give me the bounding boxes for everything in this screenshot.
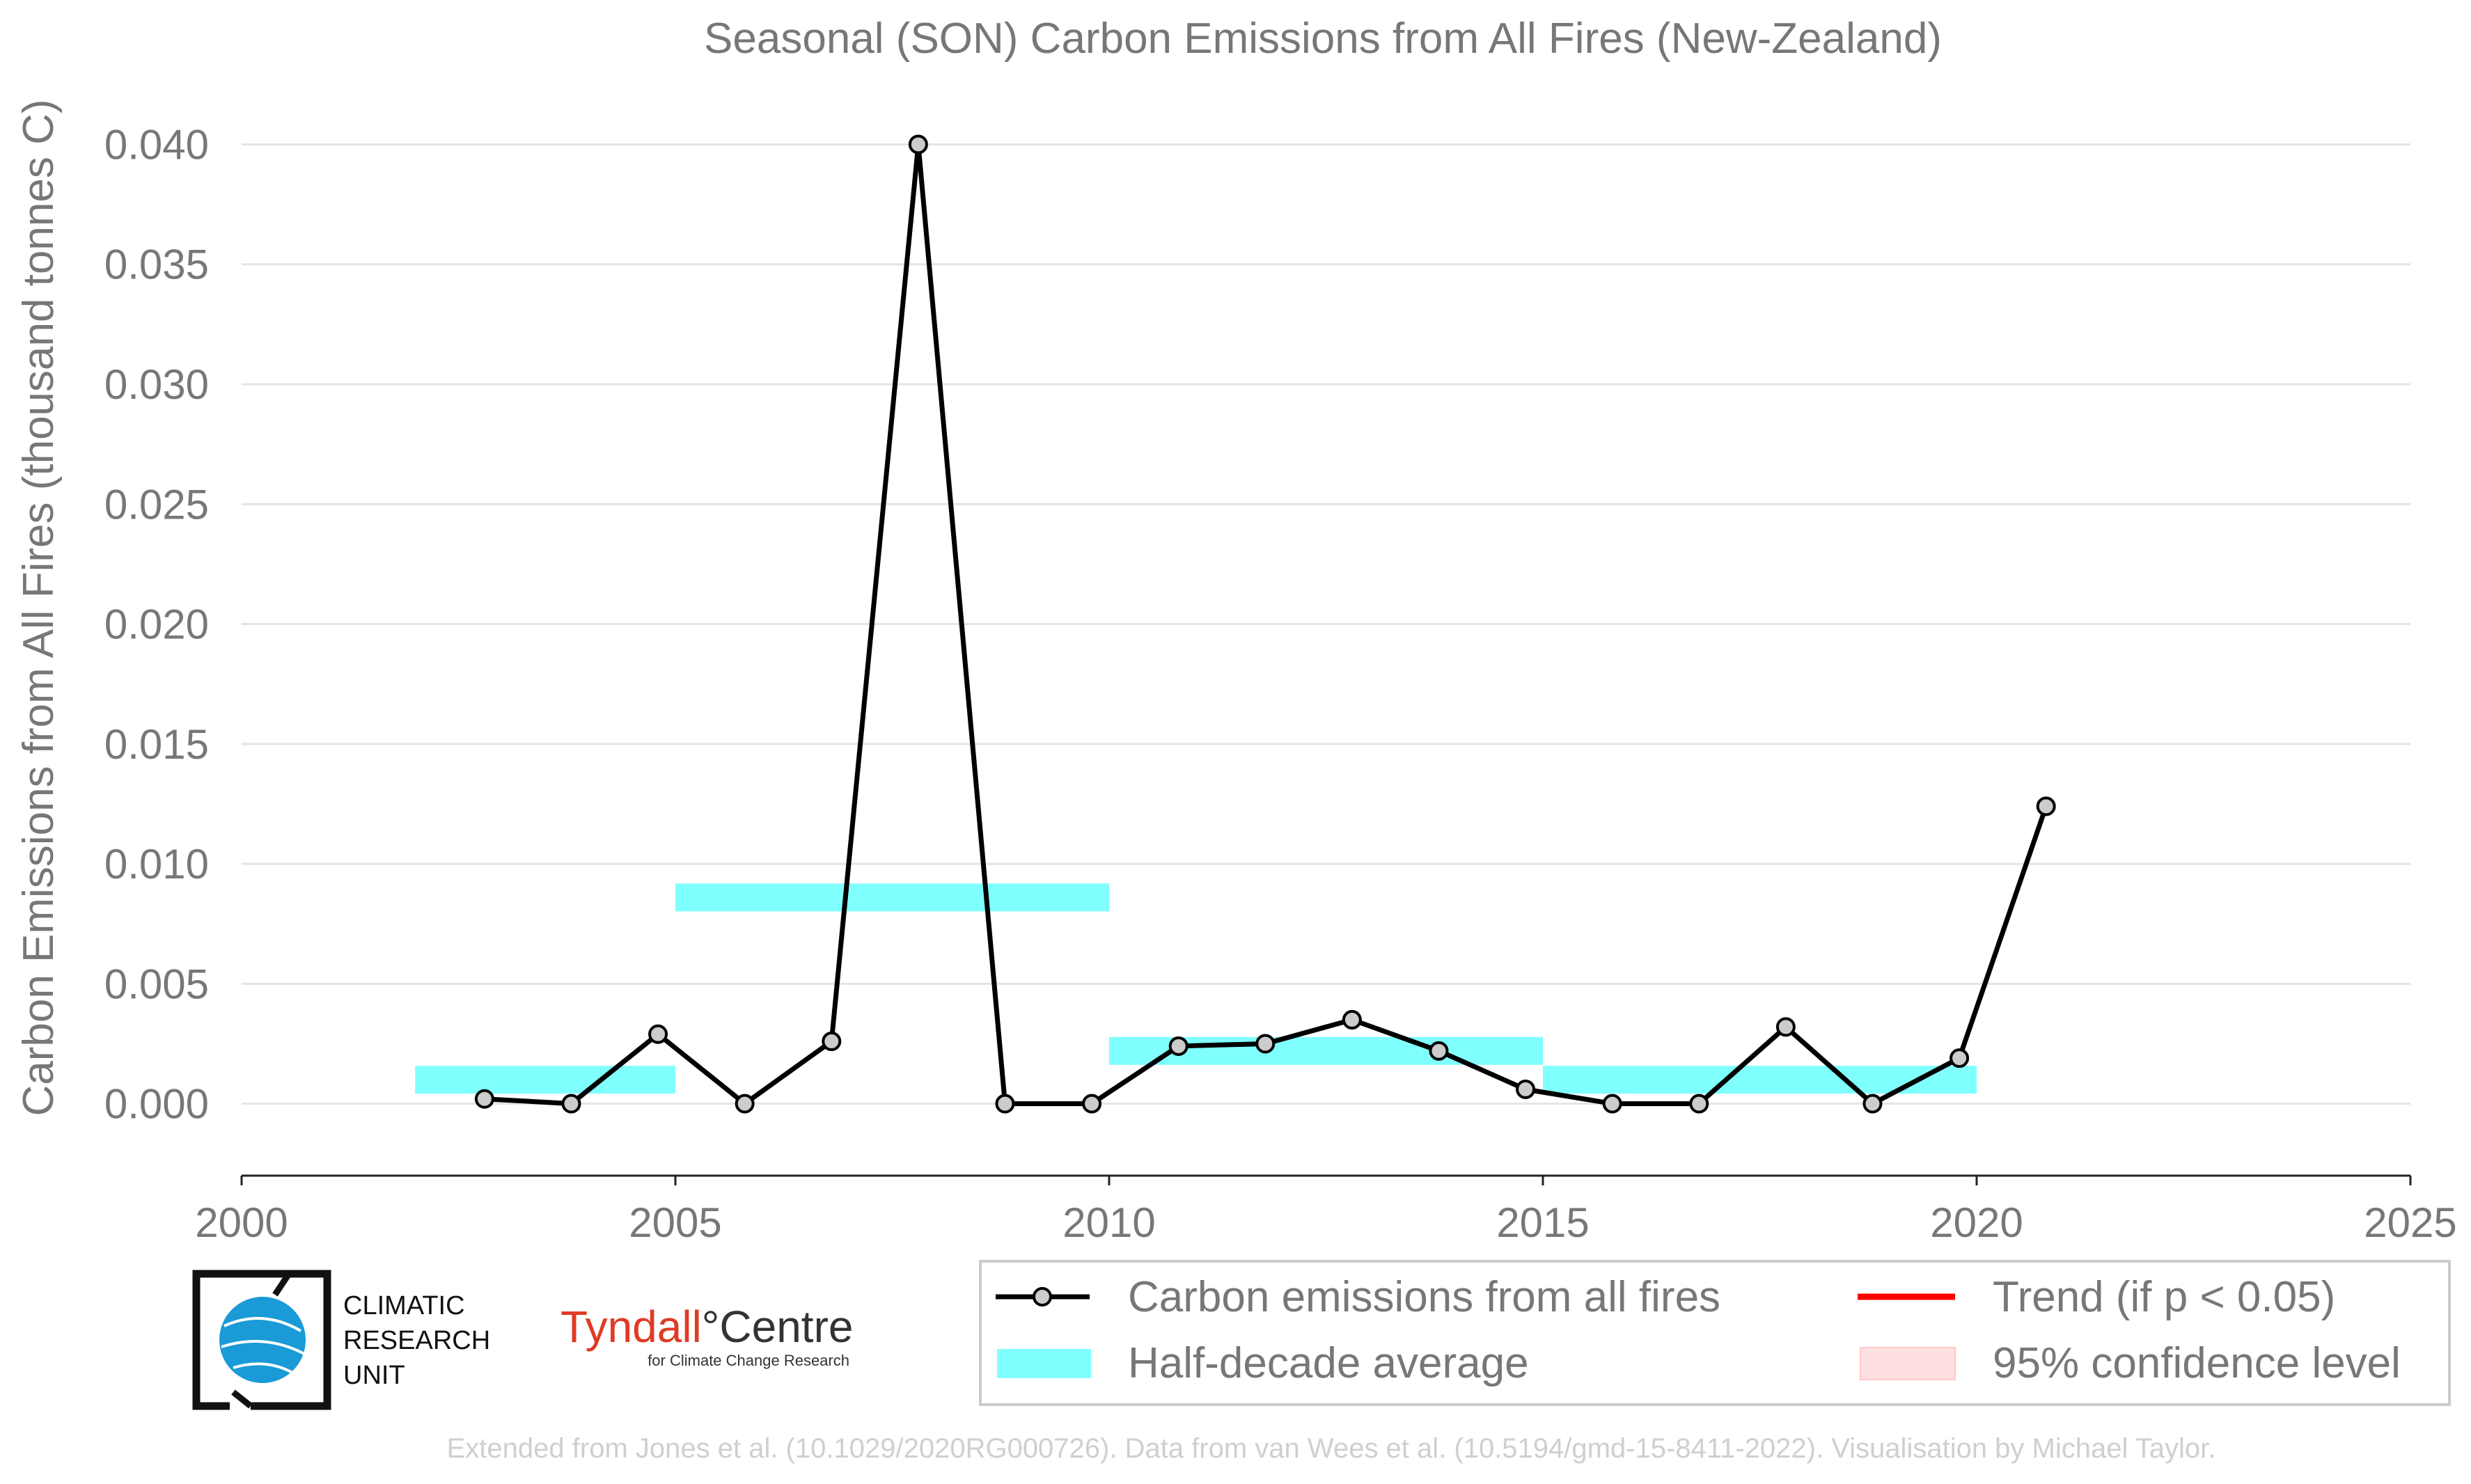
emissions-data-point bbox=[1862, 1094, 1883, 1114]
legend: Carbon emissions from all fires Half-dec… bbox=[979, 1260, 2451, 1406]
emissions-data-point bbox=[1342, 1010, 1362, 1030]
footer-credit: Extended from Jones et al. (10.1029/2020… bbox=[447, 1433, 2216, 1464]
x-tick-label: 2025 bbox=[2364, 1199, 2456, 1246]
cru-logo-line-3: UNIT bbox=[343, 1361, 405, 1390]
cru-logo-frame-gap bbox=[231, 1272, 292, 1409]
tyndall-subtitle: for Climate Change Research bbox=[648, 1352, 849, 1369]
x-tick-label: 2000 bbox=[195, 1199, 288, 1246]
x-tick-label: 2020 bbox=[1930, 1199, 2023, 1246]
half-decade-average-bar bbox=[415, 1066, 675, 1094]
legend-box bbox=[979, 1260, 2451, 1406]
emissions-data-point bbox=[1775, 1017, 1796, 1037]
cru-globe-lines bbox=[221, 1317, 305, 1376]
emissions-data-point bbox=[1429, 1041, 1449, 1061]
half-decade-average-bar bbox=[1543, 1066, 1977, 1094]
grid-layer bbox=[242, 143, 2410, 1105]
y-tick-label: 0.025 bbox=[104, 481, 209, 528]
cru-logo-frame-right bbox=[251, 1270, 331, 1410]
emissions-data-point bbox=[822, 1032, 842, 1052]
x-tick-label: 2005 bbox=[629, 1199, 721, 1246]
y-tick-label: 0.030 bbox=[104, 361, 209, 408]
cru-logo-line-2: RESEARCH bbox=[343, 1326, 490, 1355]
legend-label-trend: Trend (if p < 0.05) bbox=[1993, 1273, 2335, 1321]
emissions-data-point bbox=[995, 1094, 1015, 1114]
y-tick-label: 0.005 bbox=[104, 961, 209, 1007]
tyndall-name: Tyndall°Centre bbox=[560, 1302, 853, 1352]
x-tick-layer: 2000 2005 2010 2015 2020 2025 bbox=[195, 1199, 2456, 1246]
emissions-data-point bbox=[2036, 796, 2056, 816]
y-tick-layer: 0.000 0.005 0.010 0.015 0.020 0.025 0.030 0.035… bbox=[104, 121, 209, 1127]
emissions-data-point bbox=[908, 134, 928, 155]
emissions-data-point bbox=[1950, 1048, 1970, 1068]
emissions-data-point bbox=[1602, 1094, 1622, 1114]
emissions-data-point bbox=[1516, 1079, 1536, 1099]
cru-logo-line-1: CLIMATIC bbox=[343, 1291, 465, 1320]
axis-layer bbox=[240, 1174, 2412, 1185]
legend-label-emissions: Carbon emissions from all fires bbox=[1128, 1273, 1720, 1321]
y-tick-label: 0.015 bbox=[104, 721, 209, 768]
x-tick-label: 2015 bbox=[1496, 1199, 1589, 1246]
emissions-data-point bbox=[735, 1094, 755, 1114]
emissions-data-point bbox=[1082, 1094, 1102, 1114]
emissions-data-point bbox=[1689, 1094, 1709, 1114]
legend-marker-emissions-icon bbox=[1033, 1287, 1052, 1307]
emissions-data-point bbox=[648, 1024, 668, 1044]
y-tick-label: 0.035 bbox=[104, 242, 209, 288]
emissions-data-point bbox=[561, 1094, 581, 1114]
y-tick-label: 0.020 bbox=[104, 601, 209, 648]
tyndall-logo: Tyndall°Centre for Climate Change Resear… bbox=[560, 1302, 853, 1369]
legend-swatch-confidence-icon bbox=[1860, 1347, 1956, 1380]
cru-globe-icon bbox=[219, 1297, 306, 1383]
y-tick-label: 0.000 bbox=[104, 1081, 209, 1128]
y-tick-label: 0.040 bbox=[104, 121, 209, 168]
half-decade-average-bar bbox=[675, 883, 1109, 912]
y-tick-label: 0.010 bbox=[104, 841, 209, 887]
x-tick-label: 2010 bbox=[1062, 1199, 1155, 1246]
cru-logo-frame-left bbox=[192, 1270, 289, 1410]
legend-label-confidence: 95% confidence level bbox=[1993, 1339, 2401, 1387]
chart-title: Seasonal (SON) Carbon Emissions from All… bbox=[704, 15, 1942, 63]
y-axis-label: Carbon Emissions from All Fires (thousan… bbox=[15, 99, 63, 1116]
emissions-data-point bbox=[1168, 1036, 1189, 1056]
half-decade-average-layer bbox=[415, 883, 1977, 1094]
legend-label-average: Half-decade average bbox=[1128, 1339, 1529, 1387]
cru-logo: CLIMATIC RESEARCH UNIT bbox=[192, 1270, 490, 1410]
emissions-line-layer bbox=[474, 134, 2056, 1114]
emissions-data-point bbox=[474, 1089, 494, 1109]
emissions-data-point bbox=[1255, 1034, 1276, 1054]
legend-swatch-average-icon bbox=[997, 1349, 1091, 1378]
